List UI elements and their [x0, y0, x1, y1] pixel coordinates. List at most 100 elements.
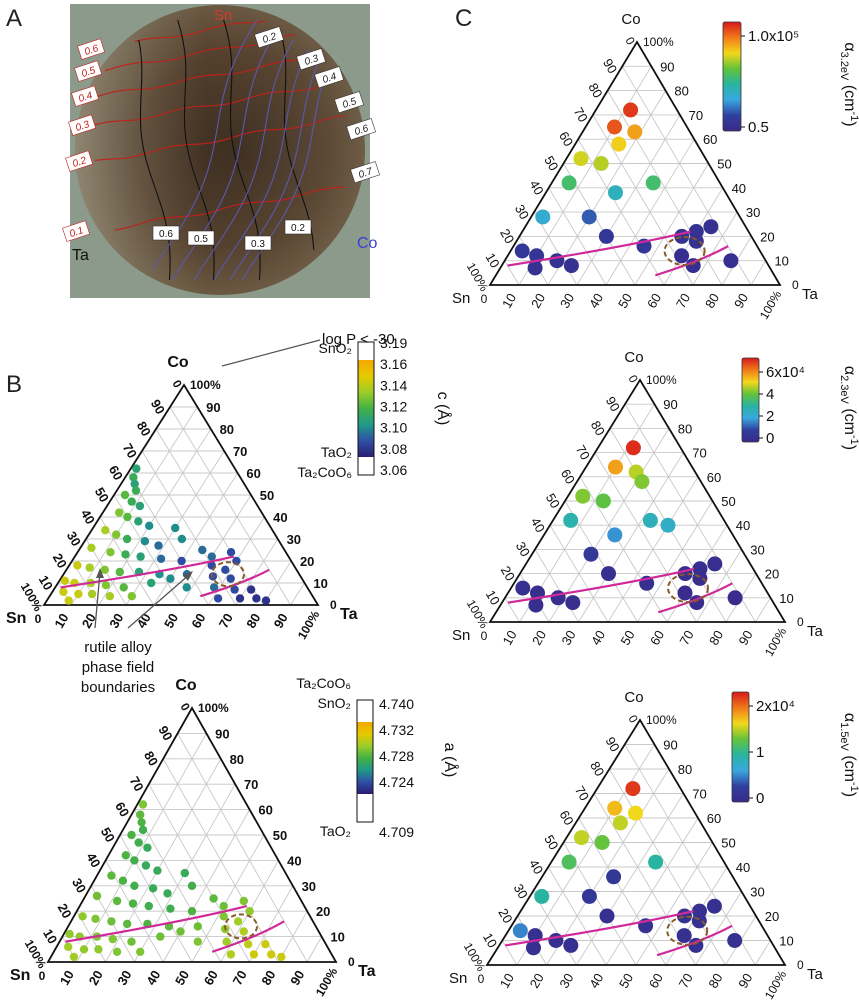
grid-line	[576, 114, 681, 286]
tick-label-co: 90	[148, 397, 168, 417]
co-contour	[193, 39, 294, 281]
tick-label-ta: 60	[703, 132, 717, 147]
data-point	[601, 566, 616, 582]
grid-line	[695, 891, 742, 966]
sn-contour-label: 0.3	[68, 114, 97, 136]
tick-label-ta: 60	[707, 470, 721, 485]
tick-label-co: 20	[495, 906, 515, 926]
tick-label-co: 20	[497, 226, 517, 246]
data-point	[115, 567, 125, 577]
tick-label-sn: 90	[735, 628, 755, 648]
tick-label-ta: 10	[779, 591, 793, 606]
tick-label-sn: 10	[57, 968, 77, 988]
tick-label-ta: 10	[313, 576, 327, 591]
data-point	[222, 937, 231, 946]
grid-line	[578, 452, 684, 623]
data-point	[73, 561, 82, 570]
grid-line	[148, 783, 250, 963]
tick-label-co: 10	[40, 926, 60, 946]
data-points	[59, 464, 271, 605]
grid-line	[119, 834, 193, 963]
tick-label-ta: 30	[750, 542, 764, 557]
sn-contour	[134, 20, 266, 42]
zero-sn: 0	[39, 969, 46, 983]
sn-contour-label: 0.4	[71, 85, 100, 107]
data-point	[606, 869, 622, 885]
tick-label-co: 50	[541, 153, 561, 173]
tick-label-sn: 20	[528, 291, 548, 311]
tick-label-sn: 70	[676, 628, 696, 648]
tick-label-ta: 80	[230, 752, 244, 767]
tick-label-ta: 30	[750, 885, 764, 900]
phase-boundary	[211, 920, 285, 953]
tick-label-sn: 30	[557, 291, 577, 311]
triangle-frame	[488, 40, 782, 286]
tick-label-ta: 70	[692, 787, 706, 802]
tick-label-sn: 20	[527, 971, 547, 991]
data-point	[219, 912, 228, 921]
data-point	[176, 927, 185, 936]
data-point	[561, 175, 577, 191]
data-point	[623, 102, 639, 118]
data-point	[277, 952, 286, 962]
data-point	[123, 919, 132, 929]
data-point	[163, 889, 172, 898]
tick-label-ta: 60	[707, 811, 721, 826]
data-point	[627, 124, 643, 140]
data-point	[180, 868, 189, 878]
colorbar-gradient	[357, 722, 373, 794]
data-point	[526, 940, 541, 956]
data-point	[79, 945, 89, 954]
label-text: 0.3	[303, 53, 320, 68]
hundred-ta: 100%	[762, 968, 790, 1000]
colorbar-label: α2.3eV (cm-1)	[838, 366, 859, 450]
vertex-label-ta: Ta	[802, 286, 819, 303]
colorbar-phase-top-1: Ta₂CoO₆	[296, 675, 351, 691]
data-point	[550, 590, 566, 606]
zero-ta: 0	[797, 615, 804, 629]
zero-sn: 0	[478, 972, 485, 986]
data-point	[648, 854, 664, 870]
sn-contour	[94, 115, 346, 161]
data-point	[182, 583, 191, 592]
label-box	[71, 85, 100, 107]
tick-label-ta: 50	[273, 828, 287, 843]
tick-label-sn: 60	[647, 628, 667, 648]
data-point	[129, 473, 138, 482]
data-point	[127, 830, 136, 840]
data-point	[594, 835, 610, 850]
tick-label-sn: 30	[114, 968, 134, 988]
tick-label-co: 80	[134, 419, 154, 439]
data-point	[193, 922, 202, 931]
vertex-label-sn: Sn	[452, 290, 470, 307]
hundred-co: 100%	[646, 373, 677, 387]
label-text: 0.2	[261, 31, 278, 46]
tick-label-co: 40	[527, 178, 547, 198]
data-point	[166, 904, 175, 913]
tick-label-sn: 20	[86, 968, 106, 988]
grid-line	[576, 793, 684, 966]
data-point	[112, 896, 122, 906]
colorbar-phase-bottom: TaO₂	[320, 823, 351, 839]
tick-label-ta: 40	[273, 510, 287, 525]
data-point	[727, 933, 743, 948]
data-point	[221, 565, 230, 574]
logp-arrow	[221, 339, 321, 367]
data-point	[226, 548, 236, 557]
tick-label-sn: 60	[644, 291, 664, 311]
label-box	[68, 114, 97, 136]
data-point	[60, 576, 70, 585]
tick-label-co: 20	[498, 563, 518, 583]
data-point	[581, 209, 597, 225]
label-text: 0.6	[159, 229, 173, 240]
data-point	[74, 589, 83, 599]
hundred-ta: 100%	[313, 965, 341, 999]
label-box	[187, 230, 215, 246]
co-contour	[213, 49, 309, 281]
tick-label-sn: 80	[258, 968, 278, 988]
tick-label-sn: 10	[499, 291, 519, 311]
data-point	[514, 243, 530, 259]
tick-label-ta: 70	[692, 446, 706, 461]
label-box	[62, 220, 91, 242]
